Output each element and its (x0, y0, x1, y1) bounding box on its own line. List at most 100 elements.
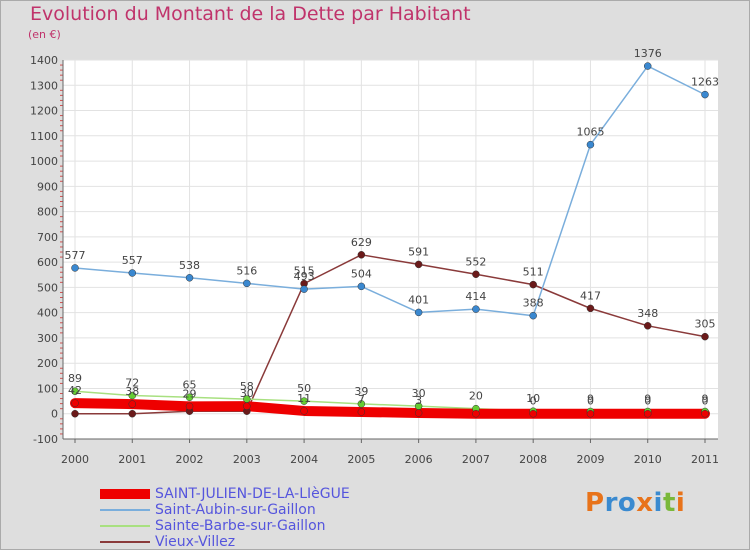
data-label: 29 (183, 387, 197, 400)
logo-letter: P (585, 488, 605, 518)
data-point (185, 274, 194, 282)
data-label: 557 (122, 254, 143, 267)
data-label: 552 (465, 255, 486, 268)
legend-label: Saint-Aubin-sur-Gaillon (155, 502, 316, 518)
y-tick-label: 0 (51, 408, 58, 421)
data-point (529, 280, 537, 289)
data-point (586, 304, 595, 313)
y-tick-label: 400 (37, 307, 58, 320)
logo-letter: o (617, 488, 637, 518)
data-label: 348 (637, 307, 658, 320)
data-point (357, 251, 366, 259)
data-label: 538 (179, 259, 200, 272)
series-line (74, 254, 706, 415)
data-label: 65 (183, 378, 197, 391)
logo-letter: i (653, 488, 663, 518)
data-label: 50 (297, 382, 311, 395)
legend-swatch (100, 541, 150, 543)
data-point (472, 305, 480, 313)
x-tick-label: 2007 (462, 453, 490, 466)
data-label: 20 (469, 390, 483, 403)
legend-label: Vieux-Villez (155, 534, 236, 550)
x-tick-label: 2004 (290, 453, 318, 466)
legend-label: Sainte-Barbe-sur-Gaillon (155, 518, 326, 534)
data-label: 9 (587, 392, 594, 405)
data-label: 516 (236, 264, 257, 277)
y-tick-label: 1100 (30, 130, 58, 143)
data-point (414, 260, 423, 269)
y-tick-label: 1400 (30, 54, 58, 67)
data-point (128, 400, 137, 408)
data-label: 629 (351, 236, 372, 249)
y-tick-label: 500 (37, 281, 58, 294)
data-label: 511 (523, 266, 544, 279)
data-point (586, 140, 595, 149)
proxiti-logo: Proxiti (585, 488, 685, 518)
x-tick-label: 2003 (233, 453, 261, 466)
x-tick-label: 2011 (691, 453, 719, 466)
data-point (243, 279, 251, 288)
data-label: 9 (702, 392, 709, 405)
series-line (74, 65, 706, 317)
data-label: 38 (125, 385, 139, 398)
data-label: 417 (580, 289, 601, 302)
y-tick-label: 300 (37, 332, 58, 345)
plot-area (63, 60, 718, 439)
data-point (71, 399, 79, 407)
data-label: 1376 (634, 47, 662, 60)
line-chart: -100010020030040050060070080090010001100… (30, 47, 719, 466)
data-label: 30 (412, 387, 426, 400)
x-tick-label: 2000 (61, 453, 89, 466)
data-label: 11 (297, 392, 311, 405)
data-label: 1065 (576, 126, 604, 139)
data-point (128, 391, 137, 400)
data-label: 577 (65, 249, 86, 262)
logo-letter: i (675, 488, 686, 518)
data-point (71, 387, 79, 395)
x-tick-label: 2006 (405, 453, 433, 466)
data-label: 414 (465, 290, 486, 303)
y-tick-label: 100 (37, 382, 58, 395)
x-tick-label: 2002 (176, 453, 204, 466)
data-point (185, 393, 194, 402)
data-label: 388 (523, 297, 544, 310)
data-label: 0 (644, 395, 651, 408)
data-point (643, 62, 652, 70)
y-tick-label: 1300 (30, 79, 58, 92)
logo-letter: t (662, 488, 676, 518)
x-tick-label: 2005 (347, 453, 375, 466)
data-label: 7 (358, 393, 365, 406)
data-label: 0 (587, 395, 594, 408)
data-label: 72 (125, 377, 139, 390)
chart-title: Evolution du Montant de la Dette par Hab… (30, 3, 471, 25)
data-point (243, 402, 251, 410)
data-point (71, 264, 79, 272)
y-tick-label: 600 (37, 256, 58, 269)
x-tick-label: 2009 (576, 453, 604, 466)
data-point (414, 308, 423, 317)
data-label: 1263 (691, 76, 719, 89)
data-point (701, 332, 709, 341)
data-label: 504 (351, 267, 372, 280)
data-point (529, 409, 537, 418)
data-label: 401 (408, 293, 429, 306)
x-tick-label: 2010 (634, 453, 662, 466)
legend-label: SAINT-JULIEN-DE-LA-LIèGUE (155, 486, 350, 502)
data-point (701, 90, 709, 99)
chart-subtitle: (en €) (28, 28, 61, 41)
data-point (472, 409, 480, 418)
data-label: 3 (415, 394, 422, 407)
series-line (70, 398, 710, 419)
y-tick-label: -100 (33, 433, 58, 446)
y-tick-label: 700 (37, 231, 58, 244)
data-label: 591 (408, 245, 429, 258)
data-point (701, 409, 709, 418)
y-tick-label: 800 (37, 206, 58, 219)
data-point (586, 409, 595, 418)
data-label: 89 (68, 372, 82, 385)
data-point (357, 408, 366, 416)
data-point (185, 402, 194, 411)
logo-letter: x (636, 488, 654, 518)
data-label: 30 (240, 387, 254, 400)
data-label: 42 (68, 384, 82, 397)
